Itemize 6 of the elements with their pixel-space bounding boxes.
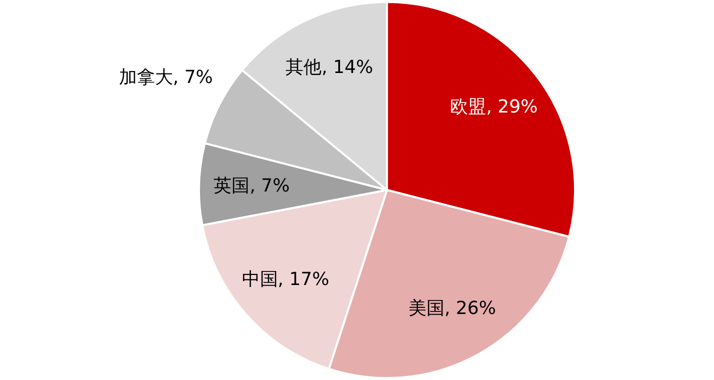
slice-label: 美国, 26%: [408, 298, 496, 320]
slice-label: 欧盟, 29%: [450, 96, 538, 118]
slice-label: 中国, 17%: [242, 269, 330, 290]
slice-label: 加拿大, 7%: [118, 66, 213, 88]
slice-label: 其他, 14%: [286, 57, 374, 78]
slice-label: 英国, 7%: [214, 175, 290, 196]
